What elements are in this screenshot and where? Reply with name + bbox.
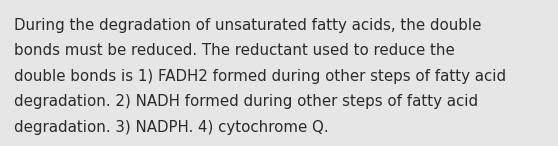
Text: During the degradation of unsaturated fatty acids, the double: During the degradation of unsaturated fa… [14, 18, 482, 33]
Text: degradation. 2) NADH formed during other steps of fatty acid: degradation. 2) NADH formed during other… [14, 94, 478, 109]
Text: bonds must be reduced. The reductant used to reduce the: bonds must be reduced. The reductant use… [14, 43, 455, 58]
Text: degradation. 3) NADPH. 4) cytochrome Q.: degradation. 3) NADPH. 4) cytochrome Q. [14, 120, 329, 135]
Text: double bonds is 1) FADH2 formed during other steps of fatty acid: double bonds is 1) FADH2 formed during o… [14, 69, 506, 84]
